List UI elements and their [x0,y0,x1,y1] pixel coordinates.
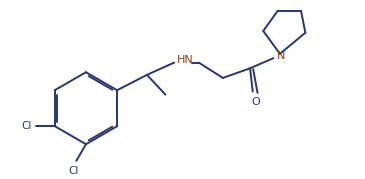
Text: Cl: Cl [22,121,32,131]
Text: HN: HN [177,55,194,65]
Text: N: N [276,51,285,61]
Text: Cl: Cl [69,166,79,176]
Text: O: O [252,97,261,107]
